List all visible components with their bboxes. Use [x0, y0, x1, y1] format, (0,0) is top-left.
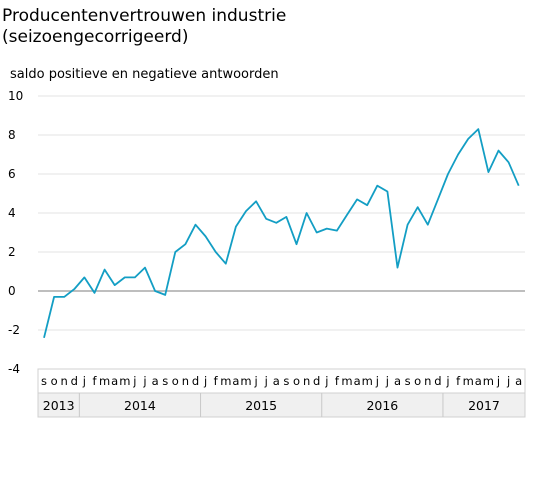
month-label: f [92, 374, 97, 388]
month-label: n [61, 374, 68, 388]
month-band [37, 368, 526, 394]
month-label: a [394, 374, 401, 388]
month-label: m [220, 374, 231, 388]
month-label: j [385, 374, 389, 388]
year-band [37, 392, 526, 418]
month-label: j [132, 374, 136, 388]
y-tick-label: 10 [8, 89, 23, 103]
month-label: j [445, 374, 449, 388]
y-tick-label: 0 [8, 284, 16, 298]
y-tick-label: 6 [8, 167, 16, 181]
month-label: n [182, 374, 189, 388]
month-label: o [51, 374, 58, 388]
month-label: m [463, 374, 474, 388]
year-label: 2013 [43, 398, 75, 413]
month-label: s [405, 374, 411, 388]
y-tick-label: 8 [8, 128, 16, 142]
month-label: j [324, 374, 328, 388]
month-label: d [71, 374, 78, 388]
year-label: 2015 [245, 398, 277, 413]
month-label: j [82, 374, 86, 388]
month-label: j [253, 374, 257, 388]
month-label: j [496, 374, 500, 388]
y-tick-label: 2 [8, 245, 16, 259]
y-tick-label: -2 [8, 323, 20, 337]
y-tick-label: -4 [8, 362, 20, 376]
month-label: s [41, 374, 47, 388]
month-label: j [375, 374, 379, 388]
month-label: o [293, 374, 300, 388]
month-label: m [483, 374, 494, 388]
month-label: a [515, 374, 522, 388]
month-label: a [273, 374, 280, 388]
month-label: j [203, 374, 207, 388]
month-label: m [341, 374, 352, 388]
year-label: 2017 [468, 398, 500, 413]
month-label: j [506, 374, 510, 388]
month-label: d [192, 374, 199, 388]
year-label: 2014 [124, 398, 156, 413]
y-axis-label: saldo positieve en negatieve antwoorden [10, 67, 279, 82]
month-label: f [456, 374, 461, 388]
month-label: m [99, 374, 110, 388]
month-label: m [362, 374, 373, 388]
month-label: m [119, 374, 130, 388]
month-label: f [214, 374, 219, 388]
month-label: m [240, 374, 251, 388]
month-label: n [424, 374, 431, 388]
month-label: a [475, 374, 482, 388]
month-label: j [264, 374, 268, 388]
chart-title: Producentenvertrouwen industrie (seizoen… [2, 6, 287, 47]
month-label: n [303, 374, 310, 388]
month-label: a [232, 374, 239, 388]
month-label: a [354, 374, 361, 388]
month-label: s [162, 374, 168, 388]
month-label: a [152, 374, 159, 388]
year-label: 2016 [366, 398, 398, 413]
month-label: a [111, 374, 118, 388]
series-line [43, 128, 520, 339]
month-label: d [434, 374, 441, 388]
month-label: o [172, 374, 179, 388]
month-label: o [414, 374, 421, 388]
month-label: s [283, 374, 289, 388]
y-tick-label: 4 [8, 206, 16, 220]
month-label: j [142, 374, 146, 388]
month-label: d [313, 374, 320, 388]
month-label: f [335, 374, 340, 388]
